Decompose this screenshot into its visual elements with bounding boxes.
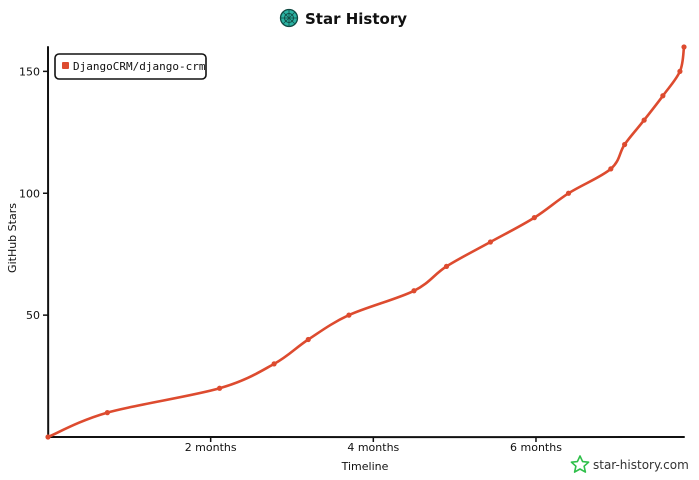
star-outline-icon: [570, 455, 590, 473]
data-point: [531, 215, 537, 221]
data-point: [681, 44, 687, 50]
data-point: [104, 410, 110, 416]
legend-swatch: [62, 62, 69, 69]
x-tick-label: 4 months: [347, 441, 399, 454]
star-history-logo-icon: [279, 8, 299, 28]
series-layer: [45, 44, 687, 440]
data-point: [622, 141, 628, 148]
data-point: [487, 239, 494, 245]
data-point: [305, 336, 311, 343]
legend: DjangoCRM/django-crm: [54, 53, 207, 80]
data-point: [346, 312, 352, 318]
axes: [46, 46, 685, 439]
data-point: [677, 68, 683, 74]
data-point: [411, 288, 417, 294]
data-point: [565, 190, 572, 196]
data-point: [271, 361, 277, 367]
data-point: [217, 385, 223, 391]
watermark-text: star-history.com: [593, 458, 689, 472]
chart-title: Star History: [279, 8, 407, 28]
data-point: [641, 117, 647, 123]
x-tick-label: 2 months: [185, 441, 237, 454]
x-axis-label: Timeline: [341, 460, 389, 473]
legend-item-label: DjangoCRM/django-crm: [73, 60, 206, 73]
data-point: [660, 93, 666, 99]
x-tick-label: 6 months: [510, 441, 562, 454]
legend-box: [54, 53, 207, 80]
data-point: [443, 263, 450, 269]
series-line: [46, 45, 686, 439]
watermark: star-history.com: [570, 455, 689, 473]
y-axis-ticks: 50 100 150: [19, 65, 48, 322]
data-point: [45, 434, 51, 440]
y-axis-label: GitHub Stars: [6, 203, 19, 273]
y-tick-label: 50: [26, 309, 40, 322]
data-point: [608, 166, 614, 172]
chart-title-text: Star History: [305, 10, 407, 28]
y-tick-label: 100: [19, 187, 40, 200]
x-axis-ticks: 2 months 4 months 6 months: [185, 437, 562, 454]
y-tick-label: 150: [19, 65, 40, 78]
